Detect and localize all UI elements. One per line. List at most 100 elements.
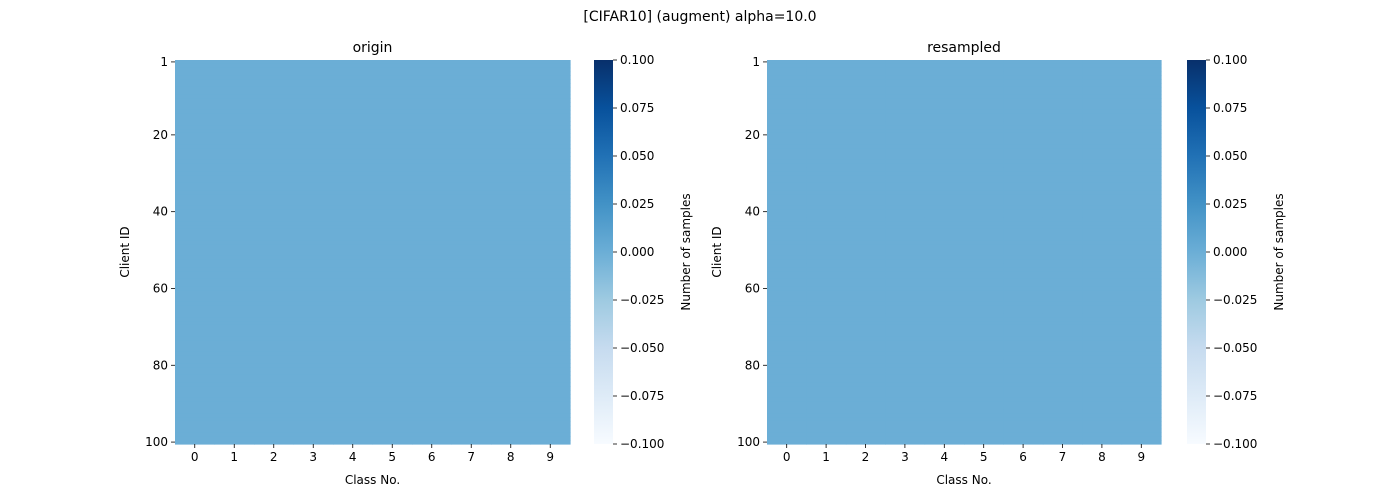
colorbar-label: Number of samples <box>1272 193 1286 310</box>
heatmap-cell <box>412 83 453 88</box>
heatmap-cell <box>530 298 571 303</box>
heatmap-cell <box>293 275 334 280</box>
heatmap-cell <box>885 71 926 76</box>
heatmap-cell <box>924 71 965 76</box>
heatmap-cell <box>175 405 216 411</box>
heatmap-cell <box>491 102 532 107</box>
heatmap-cell <box>491 202 532 207</box>
heatmap-cell <box>254 98 295 103</box>
heatmap-cell <box>530 259 571 265</box>
heatmap-cell <box>372 240 413 245</box>
heatmap-cell <box>885 432 926 437</box>
heatmap-cell <box>964 355 1004 361</box>
heatmap-cell <box>767 405 807 411</box>
heatmap-cell <box>214 94 255 99</box>
heatmap-cell <box>412 263 453 268</box>
heatmap-cell <box>372 290 413 295</box>
heatmap-cell <box>491 359 532 364</box>
heatmap-cell <box>530 367 571 372</box>
heatmap-cell <box>175 221 216 226</box>
heatmap-cell <box>885 194 926 199</box>
heatmap-cell <box>491 194 532 199</box>
heatmap-cell <box>806 90 847 96</box>
heatmap-cell <box>214 140 255 146</box>
heatmap-cell <box>767 83 807 88</box>
heatmap-cell <box>924 121 965 126</box>
heatmap-cell <box>293 282 334 288</box>
heatmap-cell <box>333 275 374 280</box>
heatmap-cell <box>1042 221 1083 226</box>
heatmap-cell <box>845 255 886 261</box>
heatmap-cell <box>451 382 492 387</box>
heatmap-cell <box>254 255 295 261</box>
heatmap-cell <box>372 106 413 111</box>
heatmap-cell <box>806 244 847 249</box>
heatmap-cell <box>491 144 532 149</box>
heatmap-cell <box>491 186 532 192</box>
heatmap-cell <box>924 336 965 341</box>
heatmap-cell <box>964 255 1004 261</box>
y-tick-label: 40 <box>153 205 168 219</box>
heatmap-cell <box>806 86 847 92</box>
heatmap-cell <box>845 317 886 322</box>
heatmap-cell <box>451 417 492 422</box>
heatmap-cell <box>175 102 216 107</box>
heatmap-cell <box>845 440 886 445</box>
heatmap-cell <box>214 371 255 376</box>
heatmap-cell <box>333 152 374 157</box>
heatmap-cell <box>254 144 295 149</box>
heatmap-cell <box>530 98 571 103</box>
heatmap-cell <box>924 148 965 153</box>
heatmap-cell <box>530 432 571 437</box>
heatmap-cell <box>964 90 1004 96</box>
heatmap-cell <box>451 121 492 126</box>
heatmap-cell <box>412 301 453 307</box>
heatmap-cell <box>491 159 532 165</box>
heatmap-cell <box>1121 275 1162 280</box>
heatmap-cell <box>530 328 571 334</box>
heatmap-cell <box>451 424 492 430</box>
heatmap-cell <box>412 255 453 261</box>
heatmap-cell <box>1121 221 1162 226</box>
heatmap-cell <box>372 213 413 219</box>
heatmap-cell <box>964 363 1004 368</box>
heatmap-cell <box>412 244 453 249</box>
heatmap-cell <box>412 382 453 387</box>
heatmap-cell <box>924 413 965 418</box>
heatmap-cell <box>412 428 453 434</box>
heatmap-cell <box>254 60 295 65</box>
heatmap-cell <box>924 317 965 322</box>
heatmap-cell <box>254 332 295 338</box>
heatmap-cell <box>885 182 926 188</box>
heatmap-cell <box>412 440 453 445</box>
heatmap-cell <box>1121 198 1162 203</box>
heatmap-cell <box>1082 67 1123 73</box>
heatmap-cell <box>175 351 216 357</box>
heatmap-cell <box>175 167 216 172</box>
heatmap-cell <box>1003 394 1044 399</box>
heatmap-cell <box>530 336 571 341</box>
heatmap-cell <box>530 317 571 322</box>
heatmap-cell <box>412 117 453 123</box>
heatmap-cell <box>885 336 926 341</box>
heatmap-cell <box>254 198 295 203</box>
heatmap-cell <box>254 217 295 222</box>
heatmap-cell <box>1121 159 1162 165</box>
heatmap-cell <box>175 397 216 403</box>
heatmap-cell <box>1121 432 1162 437</box>
heatmap-cell <box>530 344 571 349</box>
heatmap-cell <box>451 60 492 65</box>
heatmap-cell <box>1003 175 1044 180</box>
heatmap-cell <box>1121 417 1162 422</box>
heatmap-cell <box>333 367 374 372</box>
heatmap-cell <box>806 152 847 157</box>
heatmap-cell <box>451 298 492 303</box>
heatmap-cell <box>175 248 216 253</box>
heatmap-cell <box>293 202 334 207</box>
heatmap-cell <box>964 371 1004 376</box>
heatmap-cell <box>806 317 847 322</box>
heatmap-cell <box>254 367 295 372</box>
heatmap-cell <box>964 351 1004 357</box>
heatmap-cell <box>254 378 295 384</box>
